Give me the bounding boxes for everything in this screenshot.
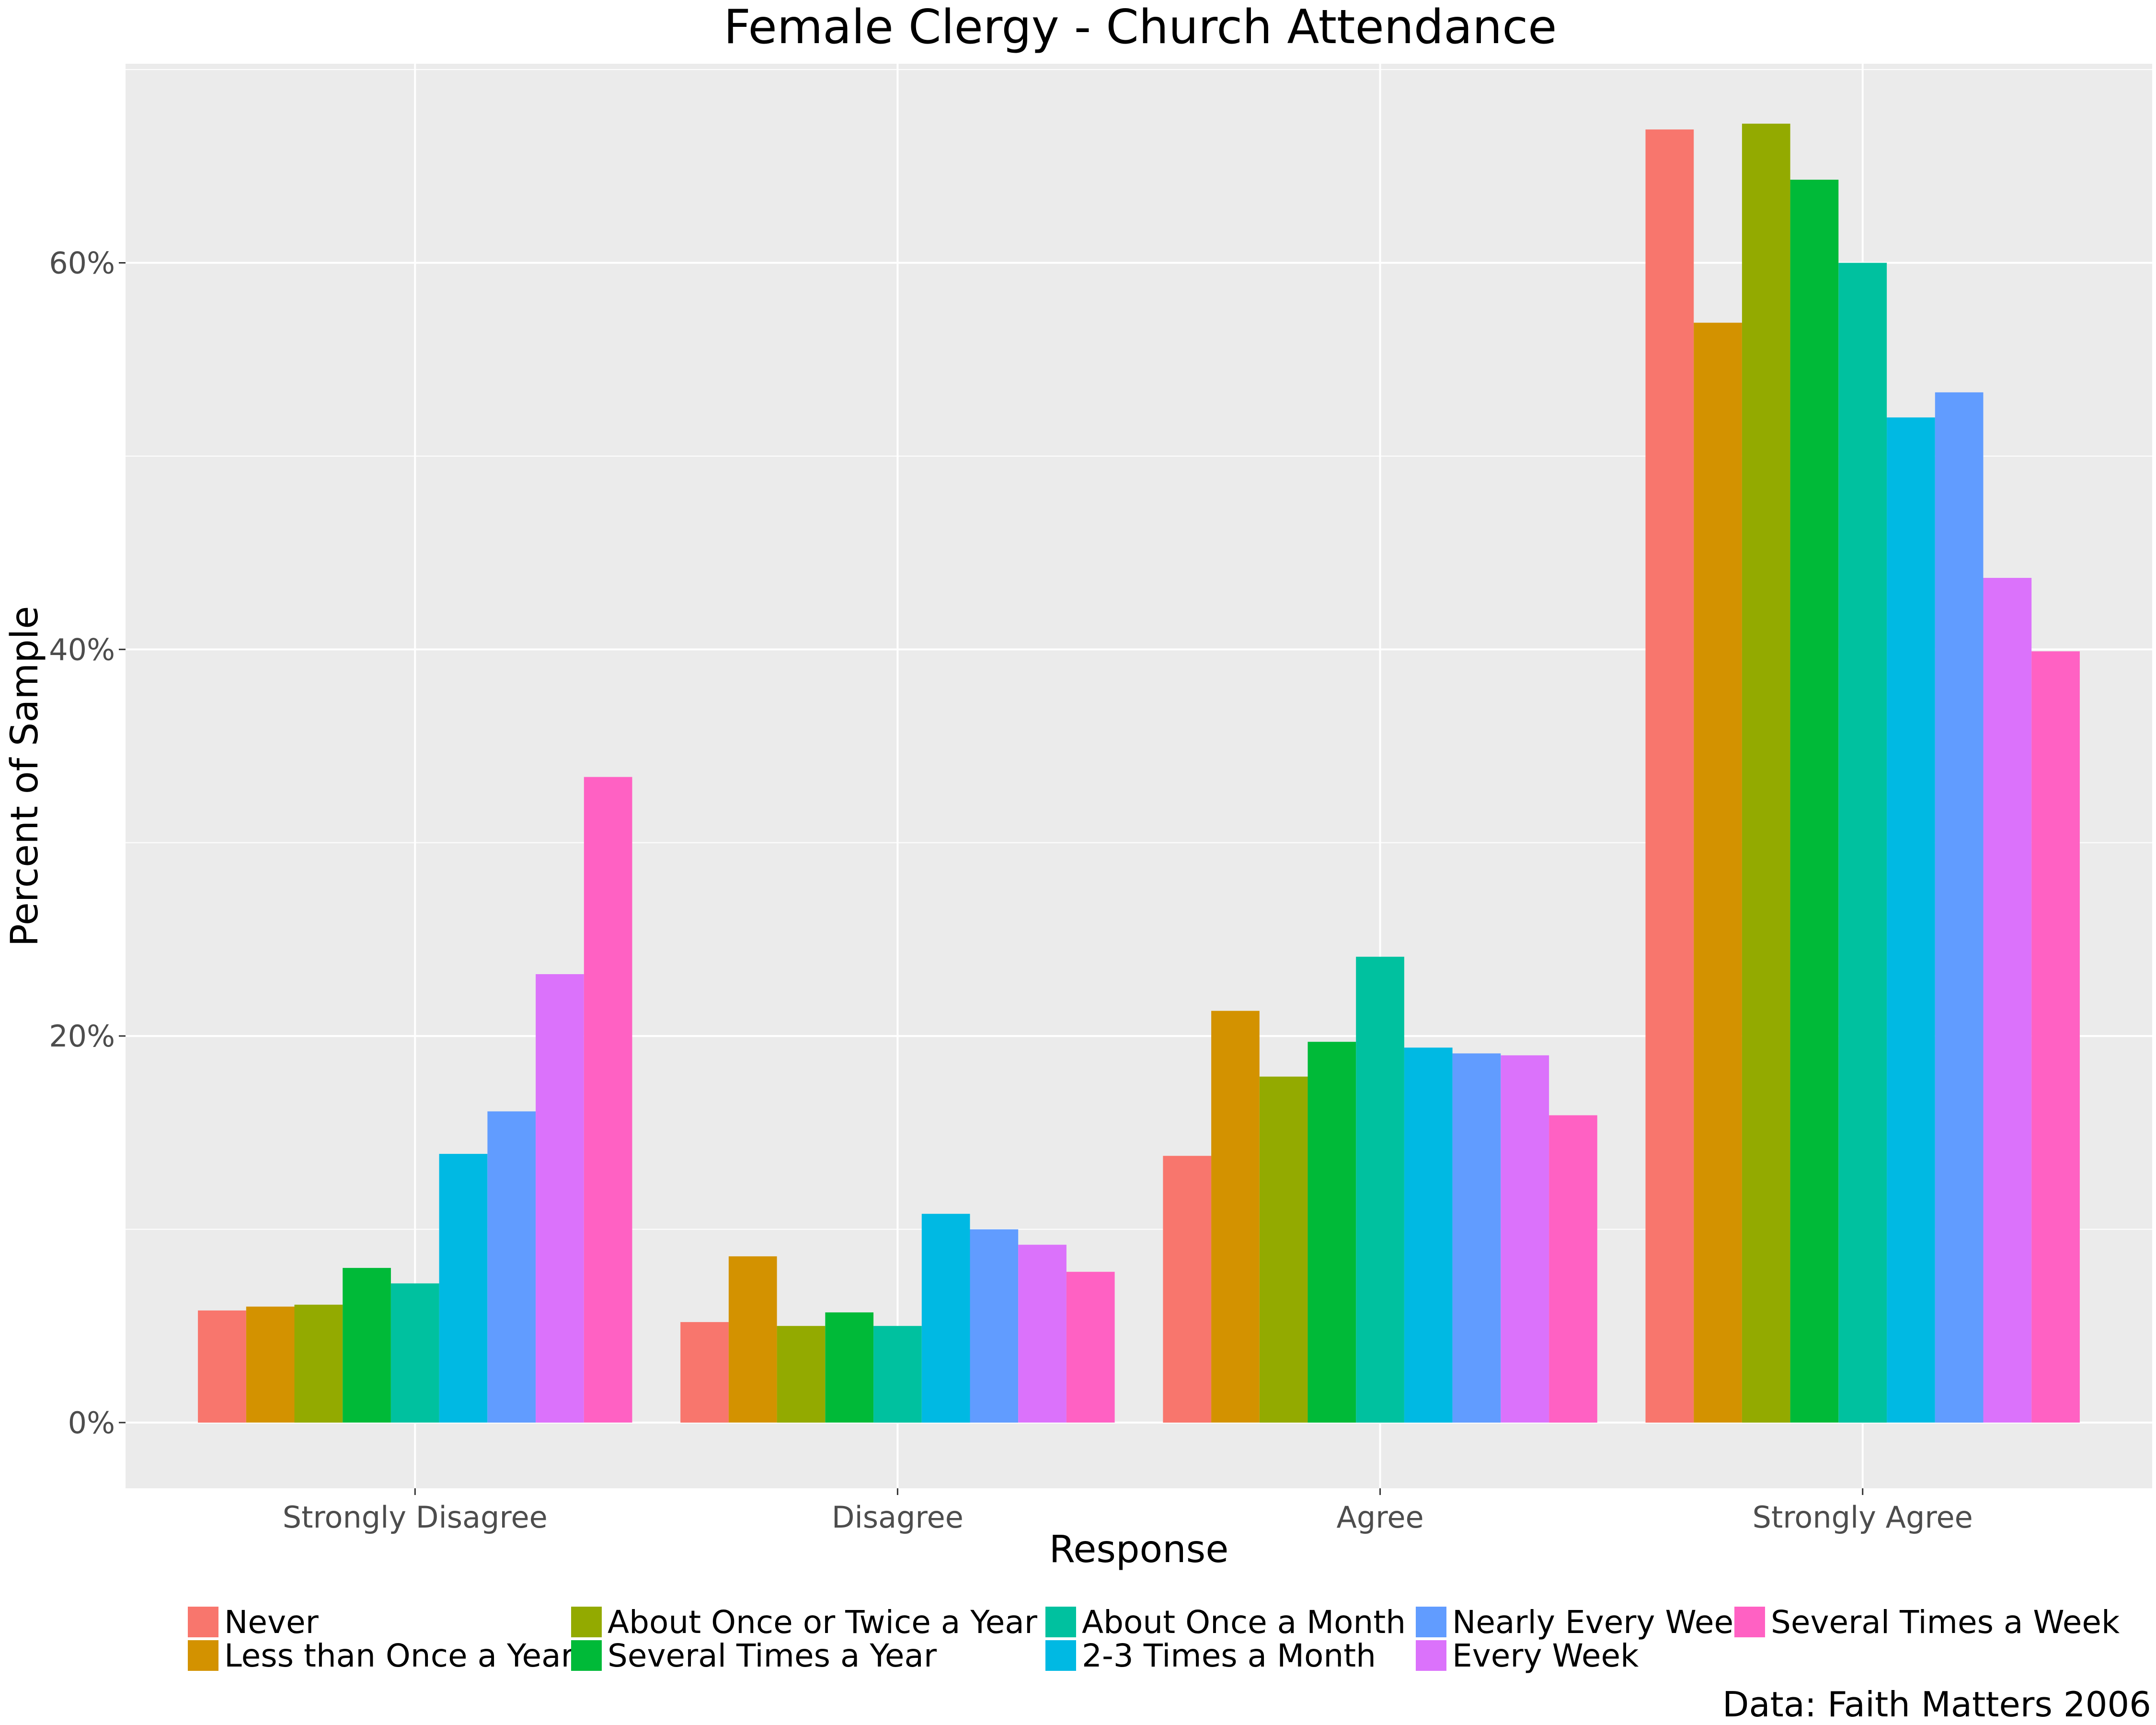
legend-label: Never — [224, 1604, 319, 1641]
bar — [970, 1229, 1019, 1423]
bar — [1259, 1076, 1308, 1423]
legend-label: Nearly Every Week — [1452, 1604, 1752, 1641]
bar — [1887, 417, 1935, 1423]
bar — [1452, 1053, 1501, 1423]
bars — [198, 124, 2080, 1423]
bar — [921, 1214, 970, 1423]
legend-label: 2-3 Times a Month — [1082, 1637, 1376, 1674]
legend-label: Several Times a Week — [1771, 1604, 2120, 1641]
legend-label: Less than Once a Year — [224, 1637, 574, 1674]
data-source-caption: Data: Faith Matters 2006 — [1722, 1684, 2151, 1725]
legend-label: About Once or Twice a Year — [608, 1604, 1038, 1641]
legend-key — [1734, 1607, 1765, 1637]
bar — [777, 1326, 826, 1423]
bar — [728, 1256, 777, 1423]
bar — [680, 1322, 729, 1423]
bar — [536, 974, 584, 1423]
bar — [1066, 1272, 1115, 1423]
bar — [439, 1154, 488, 1423]
legend-key — [1045, 1607, 1076, 1637]
y-tick-label: 60% — [49, 245, 115, 280]
legend-label: Every Week — [1452, 1637, 1639, 1674]
bar — [1645, 129, 1694, 1423]
legend-key — [1416, 1640, 1446, 1671]
bar — [1018, 1244, 1067, 1423]
bar — [1356, 956, 1404, 1423]
bar — [1549, 1115, 1597, 1423]
x-tick-label: Agree — [1336, 1500, 1423, 1535]
bar — [2031, 651, 2080, 1423]
x-tick-label: Strongly Disagree — [283, 1500, 548, 1535]
bar — [246, 1306, 295, 1423]
legend-key — [1416, 1607, 1446, 1637]
bar — [873, 1326, 922, 1423]
legend-key — [188, 1640, 218, 1671]
bar — [487, 1111, 536, 1423]
bar — [1790, 180, 1839, 1423]
legend-label: Several Times a Year — [608, 1637, 937, 1674]
legend-key — [188, 1607, 218, 1637]
bar — [1211, 1011, 1260, 1423]
bar — [1935, 392, 1984, 1423]
bar — [1983, 578, 2032, 1423]
legend-key — [1045, 1640, 1076, 1671]
bar — [1307, 1042, 1356, 1423]
x-tick-label: Disagree — [832, 1500, 963, 1535]
legend-label: About Once a Month — [1082, 1604, 1406, 1641]
x-axis-title: Response — [1049, 1528, 1229, 1571]
bar — [1694, 322, 1742, 1423]
bar — [1404, 1047, 1453, 1423]
bar — [1163, 1156, 1212, 1423]
y-axis: 0% 20% 40% 60% — [49, 245, 126, 1440]
bar — [294, 1304, 343, 1423]
y-tick-label: 20% — [49, 1019, 115, 1054]
bar — [198, 1310, 246, 1423]
legend-key — [571, 1640, 602, 1671]
x-axis: Strongly Disagree Disagree Agree Strongly A… — [283, 1488, 1973, 1535]
y-tick-label: 0% — [68, 1405, 115, 1440]
chart-title: Female Clergy - Church Attendance — [724, 0, 1557, 55]
y-tick-label: 40% — [49, 632, 115, 667]
bar — [825, 1312, 874, 1423]
bar — [1838, 263, 1887, 1423]
bar — [1742, 124, 1790, 1423]
bar — [343, 1268, 391, 1423]
bar — [584, 777, 632, 1423]
x-tick-label: Strongly Agree — [1753, 1500, 1973, 1535]
bar — [1501, 1055, 1549, 1423]
bar — [390, 1283, 439, 1423]
legend-key — [571, 1607, 602, 1637]
y-axis-title: Percent of Sample — [3, 606, 46, 947]
